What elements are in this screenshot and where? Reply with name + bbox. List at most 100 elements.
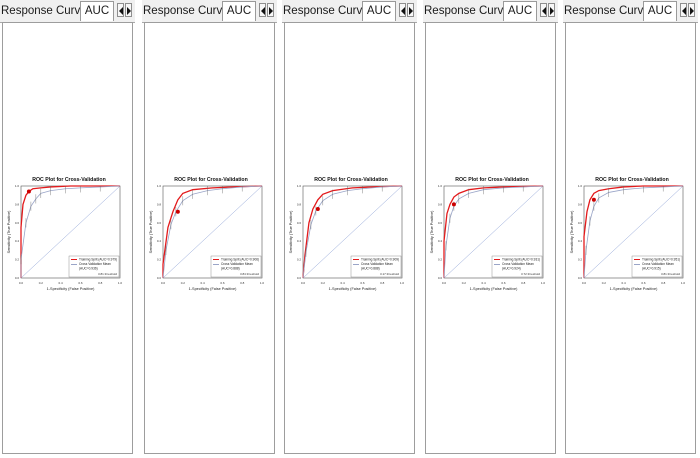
x-axis-label: 1-Specificity (False Positive) <box>329 287 377 291</box>
chart-title: ROC Plot for Cross-Validation <box>32 177 106 183</box>
cross-validation-mean-line <box>443 185 544 279</box>
triangle-left-icon <box>401 7 405 15</box>
tab-scroll-left-button[interactable] <box>117 3 124 17</box>
tab-scroll-right-button[interactable] <box>688 3 695 17</box>
x-tick-label: 0.2 <box>39 281 44 285</box>
tab-response-curves[interactable]: Response Curves <box>283 5 375 17</box>
x-tick-label: 0.6 <box>220 281 225 285</box>
plot-frame <box>443 185 544 279</box>
roc-chart: ROC Plot for Cross-Validation 0.00.0 0.2 0.… <box>289 177 405 291</box>
legend-entry: Cross Validation Mean <box>221 262 253 266</box>
random-diagonal-line <box>583 185 684 279</box>
plot-frame <box>302 185 403 279</box>
response-curves-panel: Response Curves AUC ROC Plot for Cross-V… <box>423 0 558 456</box>
tab-scroll-left-button[interactable] <box>680 3 687 17</box>
legend-entry: Training Split (AUC=0.979) <box>79 258 117 262</box>
roc-chart: ROC Plot for Cross-Validation 0.00.0 0.2 0.… <box>570 177 686 291</box>
training-split-line <box>583 185 683 278</box>
tab-scroll-right-button[interactable] <box>267 3 274 17</box>
tab-scroll-left-button[interactable] <box>259 3 266 17</box>
x-tick-label: 0.2 <box>321 281 326 285</box>
x-axis-label: 1-Specificity (False Positive) <box>189 287 237 291</box>
y-tick-label: 1.0 <box>578 184 583 188</box>
y-tick-label: 0.6 <box>157 221 162 225</box>
x-tick-label: 1.0 <box>681 281 686 285</box>
y-tick-label: 0.8 <box>297 202 302 206</box>
x-tick-label: 1.0 <box>400 281 405 285</box>
y-tick-label: 0.0 <box>297 276 302 280</box>
tab-bar: Response Curves AUC <box>563 0 698 23</box>
threshold-note: 3.17 threshold <box>380 272 399 276</box>
legend-entry: Cross Validation Mean <box>642 262 674 266</box>
cross-validation-mean-line <box>162 185 263 279</box>
x-tick-label: 1.0 <box>260 281 265 285</box>
threshold-marker <box>315 207 320 211</box>
y-tick-label: 0.0 <box>15 276 20 280</box>
tab-response-curves[interactable]: Response Curves <box>1 5 93 17</box>
chart-legend: Training Split (AUC=0.909)Cross Validati… <box>350 255 402 278</box>
tab-scroll-right-button[interactable] <box>548 3 555 17</box>
x-tick-label: 0.0 <box>19 281 24 285</box>
tab-auc[interactable]: AUC <box>503 1 537 21</box>
y-tick-label: 0.6 <box>578 221 583 225</box>
triangle-right-icon <box>550 7 554 15</box>
x-tick-label: 0.6 <box>78 281 83 285</box>
legend-entry: Training Split (AUC=0.909) <box>361 258 399 262</box>
y-tick-label: 0.8 <box>15 202 20 206</box>
x-tick-label: 0.4 <box>59 281 64 285</box>
tab-response-curves[interactable]: Response Curves <box>564 5 656 17</box>
training-split-line <box>443 185 544 278</box>
random-diagonal-line <box>443 185 544 279</box>
legend-entry: (AUC=0.888) <box>361 267 380 271</box>
random-diagonal-line <box>20 185 121 279</box>
tab-auc[interactable]: AUC <box>80 1 114 21</box>
tab-scroll-left-button[interactable] <box>399 3 406 17</box>
tab-bar: Response Curves AUC <box>282 0 417 23</box>
roc-chart: ROC Plot for Cross-Validation 0.00.0 0.2 0.… <box>430 177 545 291</box>
threshold-marker <box>591 197 596 202</box>
x-tick-label: 0.2 <box>462 281 467 285</box>
tab-scroll-left-button[interactable] <box>540 3 547 17</box>
tab-bar: Response Curves AUC <box>423 0 558 23</box>
y-tick-label: 1.0 <box>297 184 302 188</box>
x-tick-label: 0.2 <box>181 281 186 285</box>
triangle-right-icon <box>127 7 131 15</box>
threshold-note: 3.81 threshold <box>661 272 680 276</box>
tab-scroll-right-button[interactable] <box>407 3 414 17</box>
y-tick-label: 0.6 <box>297 221 302 225</box>
x-tick-label: 0.8 <box>98 281 103 285</box>
y-tick-label: 0.8 <box>438 202 443 206</box>
tab-auc[interactable]: AUC <box>643 1 677 21</box>
threshold-note: 3.84 threshold <box>240 272 259 276</box>
response-curves-panel: Response Curves AUC ROC Plot for Cross-V… <box>142 0 277 456</box>
tab-scroll-right-button[interactable] <box>125 3 132 17</box>
tab-response-curves[interactable]: Response Curves <box>143 5 235 17</box>
response-curves-panel: Response Curves AUC ROC Plot for Cross-V… <box>0 0 135 456</box>
legend-entry: (AUC=0.936) <box>79 267 98 271</box>
legend-entry: (AUC=0.888) <box>221 267 240 271</box>
chart-title: ROC Plot for Cross-Validation <box>455 177 529 183</box>
x-tick-label: 0.4 <box>482 281 487 285</box>
y-axis-label: Sensitivity (True Positive) <box>7 210 11 253</box>
y-tick-label: 0.6 <box>438 221 443 225</box>
chart-legend: Training Split (AUC=0.979)Cross Validati… <box>68 255 120 278</box>
chart-title: ROC Plot for Cross-Validation <box>595 177 669 183</box>
x-tick-label: 0.8 <box>521 281 526 285</box>
tab-auc[interactable]: AUC <box>222 1 256 21</box>
legend-entry: Cross Validation Mean <box>502 262 534 266</box>
tab-auc[interactable]: AUC <box>362 1 396 21</box>
x-tick-label: 0.4 <box>622 281 627 285</box>
y-tick-label: 0.0 <box>438 276 443 280</box>
y-tick-label: 0.4 <box>15 239 20 243</box>
triangle-right-icon <box>269 7 273 15</box>
tab-bar: Response Curves AUC <box>142 0 277 23</box>
threshold-marker <box>26 189 31 194</box>
random-diagonal-line <box>302 185 403 279</box>
x-tick-label: 0.0 <box>161 281 166 285</box>
x-tick-label: 0.8 <box>661 281 666 285</box>
tab-bar: Response Curves AUC <box>0 0 135 23</box>
x-axis-label: 1-Specificity (False Positive) <box>610 287 658 291</box>
tab-response-curves[interactable]: Response Curves <box>424 5 516 17</box>
plot-frame <box>162 185 263 279</box>
triangle-left-icon <box>119 7 123 15</box>
